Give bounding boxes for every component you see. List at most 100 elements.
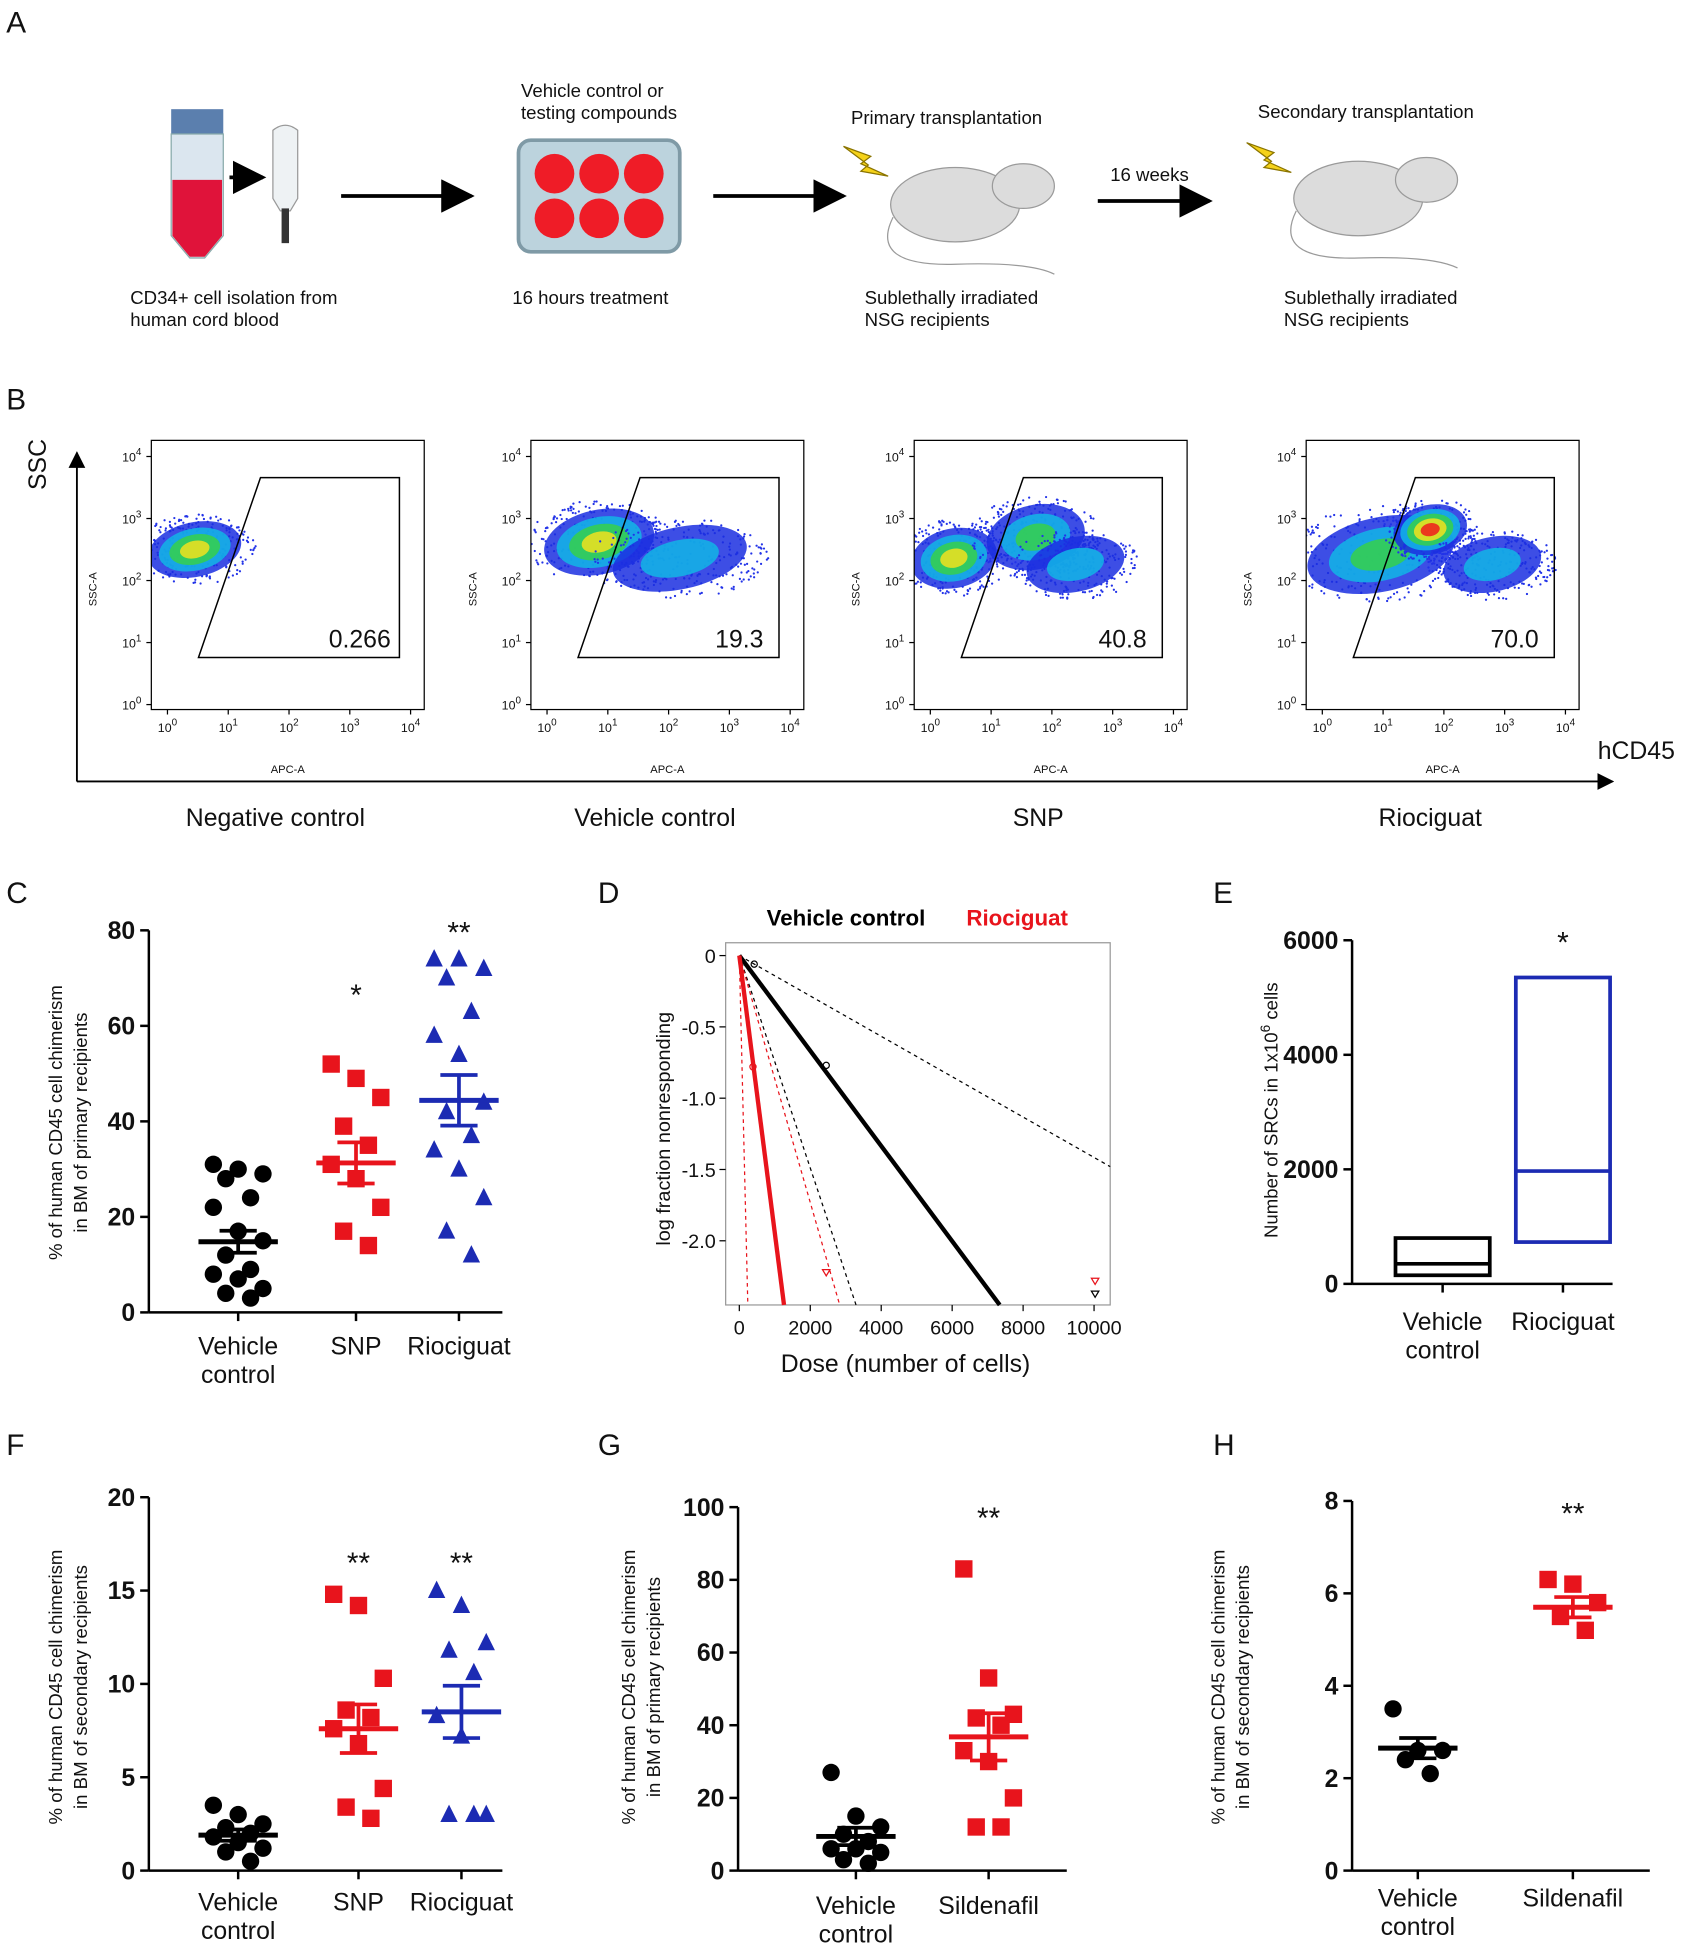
event-dot	[751, 567, 754, 570]
event-dot	[159, 525, 162, 529]
event-dot	[1410, 583, 1413, 586]
event-dot	[601, 557, 604, 560]
y-axis-title-part: 6	[1258, 1025, 1273, 1033]
event-dot	[1426, 557, 1429, 561]
x-tick-label: 100	[158, 718, 178, 735]
significance: **	[977, 1502, 1001, 1535]
event-dot	[1053, 536, 1056, 539]
event-dot	[732, 585, 735, 589]
event-dot	[1095, 593, 1099, 597]
event-dot	[755, 544, 758, 547]
event-dot	[1301, 539, 1303, 541]
density	[904, 495, 1138, 600]
event-dot	[981, 553, 985, 556]
event-dot	[1358, 518, 1361, 521]
tick-exponent: 1	[899, 633, 905, 644]
event-dot	[1002, 504, 1005, 507]
x-tick-label: 102	[279, 718, 299, 735]
event-dot	[537, 563, 540, 566]
event-dot	[968, 587, 972, 590]
event-dot	[966, 592, 969, 595]
event-dot	[1435, 568, 1438, 572]
data-point	[1539, 1570, 1557, 1589]
data-point	[425, 1025, 443, 1043]
event-dot	[700, 591, 703, 594]
tick-base: 10	[1556, 721, 1570, 735]
y-axis-title: % of human CD45 cell chimerism	[1207, 1550, 1228, 1825]
tick-base: 10	[885, 699, 899, 713]
event-dot	[1133, 566, 1136, 570]
event-dot	[1451, 550, 1454, 554]
data-point	[425, 949, 443, 967]
event-dot	[1069, 531, 1072, 534]
event-dot	[1101, 590, 1104, 593]
event-dot	[747, 570, 750, 573]
event-dot	[753, 568, 756, 571]
y-tick-label: 40	[697, 1713, 725, 1740]
event-dot	[1492, 534, 1495, 537]
x-tick-label: control	[201, 1918, 275, 1945]
density	[530, 500, 770, 599]
x-tick-label: Sildenafil	[1523, 1886, 1624, 1913]
tick-base: 10	[122, 450, 136, 464]
data-point	[372, 1198, 390, 1217]
event-dot	[1551, 570, 1555, 573]
y-tick-label: 100	[122, 695, 142, 712]
event-dot	[1297, 554, 1299, 556]
event-dot	[997, 515, 1001, 518]
plot-title: Riociguat	[1379, 805, 1482, 832]
tick-exponent: 4	[1291, 447, 1297, 458]
event-dot	[163, 519, 166, 522]
event-dot	[957, 524, 961, 527]
event-dot	[215, 515, 218, 518]
data-point	[450, 1044, 468, 1062]
event-dot	[748, 545, 751, 548]
tick-base: 10	[1277, 699, 1291, 713]
event-dot	[904, 564, 906, 566]
event-dot	[230, 524, 233, 527]
event-dot	[622, 543, 625, 546]
event-dot	[1311, 586, 1314, 589]
event-dot	[544, 530, 547, 533]
significance: *	[350, 979, 362, 1012]
event-dot	[154, 524, 157, 528]
event-dot	[1133, 564, 1136, 567]
event-dot	[1131, 567, 1135, 570]
event-dot	[1466, 593, 1469, 597]
event-dot	[1441, 556, 1444, 559]
event-dot	[148, 526, 150, 528]
event-dot	[142, 541, 144, 543]
event-dot	[1380, 513, 1383, 516]
event-dot	[1420, 499, 1423, 503]
data-point	[204, 1796, 223, 1814]
event-dot	[1449, 549, 1452, 552]
data-point	[955, 1741, 973, 1760]
tick-exponent: 1	[1291, 633, 1297, 644]
event-dot	[664, 596, 668, 599]
event-dot	[1084, 520, 1087, 523]
event-dot	[1123, 570, 1126, 573]
event-dot	[1469, 518, 1472, 521]
event-dot	[565, 517, 568, 521]
event-dot	[209, 517, 212, 520]
event-dot	[147, 537, 149, 539]
event-dot	[939, 589, 942, 592]
data-point	[872, 1843, 890, 1862]
event-dot	[1085, 531, 1088, 534]
caption: testing compounds	[521, 102, 677, 123]
data-point	[334, 1117, 353, 1135]
event-dot	[1124, 550, 1128, 553]
y-axis-title-part: Number of SRCs in 1x10	[1261, 1032, 1282, 1238]
axis-title: SSC	[25, 439, 52, 490]
event-dot	[1098, 594, 1102, 597]
event-dot	[986, 575, 989, 578]
data-point	[217, 1246, 235, 1264]
pipette	[272, 124, 299, 212]
event-dot	[595, 500, 598, 503]
event-dot	[254, 545, 257, 548]
event-dot	[1303, 560, 1305, 562]
event-dot	[1114, 590, 1118, 593]
data-point	[374, 1669, 392, 1687]
event-dot	[552, 573, 556, 576]
